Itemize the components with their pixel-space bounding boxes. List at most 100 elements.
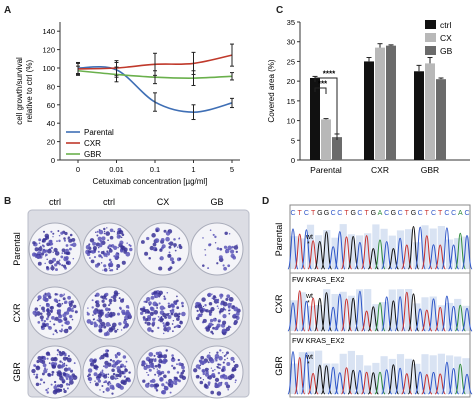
b-colony bbox=[56, 349, 60, 352]
b-colony bbox=[198, 313, 203, 318]
b-colony bbox=[45, 388, 48, 392]
c-sig-bracket bbox=[314, 87, 327, 94]
b-colony bbox=[100, 295, 104, 299]
d-peak bbox=[374, 239, 386, 270]
b-colony bbox=[161, 383, 165, 387]
b-colony bbox=[66, 387, 69, 390]
b-colony bbox=[65, 364, 68, 367]
b-colony bbox=[169, 391, 172, 394]
b-colonies bbox=[86, 349, 131, 395]
d-quality-bar bbox=[323, 363, 331, 394]
b-colony bbox=[222, 365, 226, 370]
d-base-letter: T bbox=[298, 210, 303, 217]
b-colony bbox=[222, 264, 225, 267]
b-colony bbox=[61, 264, 64, 267]
a-x-tick-label: 5 bbox=[230, 165, 234, 174]
d-base-letter: T bbox=[425, 210, 430, 217]
b-colony bbox=[121, 309, 126, 314]
b-colony bbox=[156, 368, 158, 370]
d-base-letter: C bbox=[304, 210, 309, 217]
b-colony bbox=[235, 316, 238, 318]
d-track-label: FW KRAS_EX2 bbox=[292, 275, 345, 284]
b-colony bbox=[205, 309, 209, 313]
b-colony bbox=[86, 319, 92, 324]
b-colony bbox=[176, 317, 180, 321]
b-colony bbox=[50, 246, 53, 250]
b-colony bbox=[216, 298, 220, 303]
b-colony bbox=[48, 239, 53, 244]
d-quality-bar bbox=[429, 296, 437, 331]
b-colony bbox=[127, 378, 131, 383]
b-colony bbox=[163, 295, 166, 298]
b-column-label: GB bbox=[210, 197, 223, 207]
b-colony bbox=[202, 372, 206, 376]
d-peak bbox=[407, 225, 420, 270]
b-colony bbox=[103, 232, 106, 235]
d-base-letter: C bbox=[464, 210, 469, 217]
b-colony bbox=[40, 252, 45, 256]
d-peak bbox=[454, 232, 466, 270]
b-colony bbox=[94, 382, 99, 387]
b-colony bbox=[45, 255, 47, 257]
b-colony bbox=[106, 227, 108, 229]
b-colony bbox=[168, 245, 172, 249]
b-colony bbox=[45, 351, 51, 356]
b-colony bbox=[212, 295, 216, 299]
b-colony bbox=[49, 320, 52, 323]
b-colony bbox=[159, 318, 164, 323]
d-base-letter: C bbox=[290, 210, 295, 217]
b-colony bbox=[154, 248, 158, 252]
b-colony bbox=[91, 299, 94, 302]
b-colony bbox=[125, 309, 130, 314]
b-colony bbox=[116, 233, 118, 235]
d-peak bbox=[354, 290, 366, 332]
a-legend-label: Parental bbox=[84, 128, 114, 137]
b-colony bbox=[122, 326, 126, 329]
b-colonies bbox=[31, 349, 78, 395]
b-colony bbox=[160, 316, 163, 319]
b-colony bbox=[39, 378, 43, 382]
b-colony bbox=[67, 306, 72, 312]
b-colony bbox=[115, 382, 121, 388]
b-colony bbox=[211, 297, 214, 300]
d-quality-bar bbox=[347, 350, 355, 394]
b-colony bbox=[118, 292, 120, 295]
d-quality-bar bbox=[462, 236, 470, 269]
b-colony bbox=[202, 318, 207, 323]
b-colony bbox=[237, 319, 239, 321]
b-colony bbox=[172, 330, 174, 333]
b-colony bbox=[169, 254, 172, 257]
b-colony bbox=[54, 316, 59, 321]
b-colony bbox=[48, 326, 52, 330]
c-bar-cx bbox=[321, 119, 331, 160]
b-colony bbox=[224, 381, 229, 386]
b-colony bbox=[65, 320, 70, 326]
d-peak bbox=[320, 292, 333, 332]
b-colony bbox=[46, 311, 51, 317]
b-colony bbox=[48, 259, 53, 265]
b-colony bbox=[178, 312, 181, 316]
b-colony bbox=[61, 324, 64, 327]
b-colony bbox=[103, 230, 106, 233]
b-colony bbox=[154, 238, 160, 243]
b-colony bbox=[123, 320, 128, 325]
b-colony bbox=[50, 265, 55, 271]
b-colony bbox=[57, 370, 62, 375]
c-y-tick-label: 15 bbox=[287, 97, 295, 106]
b-colony bbox=[115, 361, 119, 365]
b-colony bbox=[201, 368, 206, 373]
d-peak bbox=[427, 371, 440, 395]
d-quality-bar bbox=[306, 351, 315, 394]
b-colony bbox=[47, 248, 52, 254]
b-colony bbox=[99, 322, 102, 325]
b-colony bbox=[209, 313, 212, 316]
b-colony bbox=[167, 382, 171, 386]
b-colony bbox=[68, 238, 73, 243]
b-colony bbox=[143, 318, 146, 321]
b-colony bbox=[224, 308, 227, 311]
b-colony bbox=[104, 380, 108, 383]
b-colony bbox=[146, 236, 150, 241]
b-colony bbox=[46, 357, 49, 360]
b-colony bbox=[86, 312, 90, 316]
d-peak bbox=[294, 290, 306, 332]
